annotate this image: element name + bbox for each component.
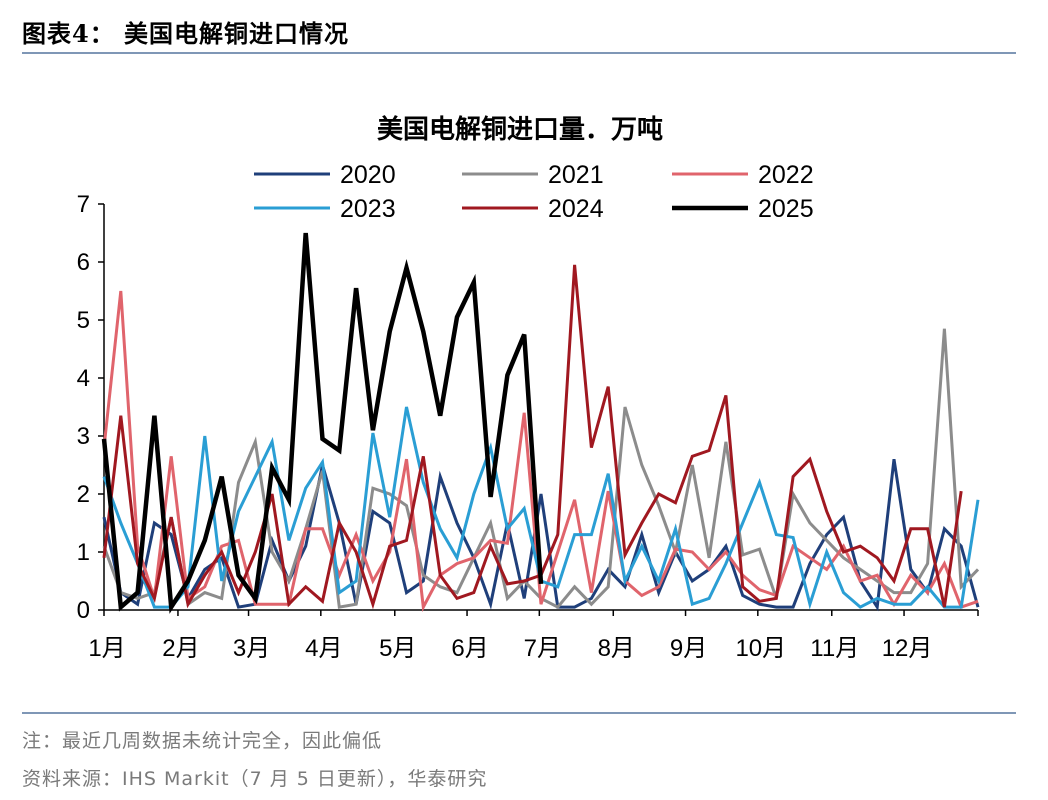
- bottom-divider: [22, 712, 1016, 714]
- y-tick-label: 5: [77, 307, 90, 334]
- top-divider: [22, 52, 1016, 54]
- legend-label-2025: 2025: [758, 195, 814, 223]
- source-note: 资料来源：IHS Markit（7 月 5 日更新），华泰研究: [22, 768, 488, 790]
- y-tick-label: 0: [77, 597, 90, 624]
- x-tick-label: 4月: [305, 635, 342, 662]
- y-tick-label: 6: [77, 249, 90, 276]
- x-tick-label: 10月: [735, 635, 786, 662]
- x-axis: 1月 2月 3月 4月 5月 6月 7月 8月 9月 10月 11月 12月: [88, 609, 979, 662]
- legend-label-2022: 2022: [758, 161, 814, 189]
- y-tick-label: 1: [77, 539, 90, 566]
- x-tick-label: 2月: [162, 635, 199, 662]
- legend-label-2023: 2023: [340, 195, 396, 223]
- x-tick-label: 8月: [598, 635, 635, 662]
- y-tick-label: 7: [77, 191, 90, 218]
- x-tick-label: 7月: [524, 635, 561, 662]
- legend-label-2020: 2020: [340, 161, 396, 189]
- y-axis: 0 1 2 3 4 5 6 7: [77, 191, 105, 624]
- figure-title: 图表4： 美国电解铜进口情况: [22, 19, 350, 48]
- series-layer: [101, 232, 980, 614]
- x-tick-label: 1月: [88, 635, 125, 662]
- series-line-2025: [101, 232, 544, 614]
- chart-title: 美国电解铜进口量．万吨: [377, 114, 663, 145]
- x-tick-label: 6月: [451, 635, 488, 662]
- x-tick-label: 11月: [810, 635, 859, 662]
- x-tick-label: 12月: [882, 635, 933, 662]
- legend-label-2024: 2024: [548, 195, 604, 223]
- chart-legend: 2020 2021 2022 2023 2024 2025: [254, 161, 814, 223]
- y-tick-label: 2: [77, 481, 90, 508]
- x-tick-label: 9月: [670, 635, 707, 662]
- y-tick-label: 3: [77, 423, 90, 450]
- x-tick-label: 5月: [379, 635, 416, 662]
- series-line-2024: [102, 264, 963, 610]
- legend-label-2021: 2021: [548, 161, 604, 189]
- footnote: 注：最近几周数据未统计完全，因此偏低: [22, 730, 383, 752]
- x-tick-label: 3月: [233, 635, 270, 662]
- y-tick-label: 4: [77, 365, 90, 392]
